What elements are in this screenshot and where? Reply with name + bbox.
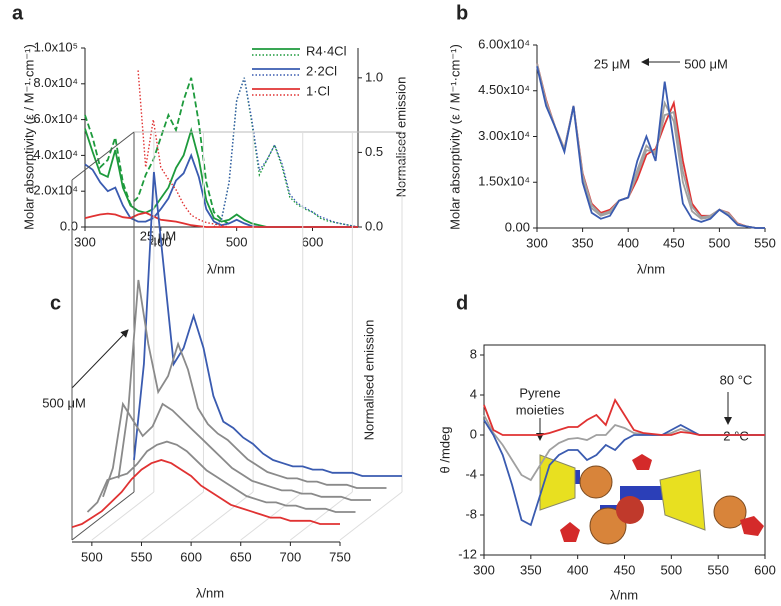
x-tick-label: 550 [707, 562, 729, 577]
y-tick-label: 4.0x10⁴ [33, 147, 78, 162]
x-tick-label: 400 [567, 562, 589, 577]
x-tick-label: 750 [329, 549, 351, 564]
annotation: 25 μM [594, 56, 630, 71]
panel-letter: b [456, 2, 468, 24]
molecule-illustration [539, 454, 764, 545]
grid-line [339, 491, 403, 541]
series-line [84, 77, 230, 225]
x-tick-label: 350 [520, 562, 542, 577]
y-tick-label: 4.50x10⁴ [478, 82, 530, 97]
x-tick-label: 500 [660, 562, 682, 577]
x-tick-label: 300 [526, 235, 548, 250]
series-line [536, 63, 765, 229]
y2-tick-label: 0.0 [365, 218, 383, 233]
grid-line [290, 491, 353, 541]
series-line [84, 211, 358, 228]
y-tick-label: 1.50x10⁴ [478, 174, 530, 189]
series-line [71, 459, 340, 529]
x-tick-label: 350 [572, 235, 594, 250]
x-tick-label: 600 [180, 549, 202, 564]
annotation: Pyrene [519, 385, 560, 400]
frame-edge [71, 131, 135, 181]
x-tick-label: 500 [81, 549, 103, 564]
y-tick-label: -8 [465, 506, 477, 521]
series-line [102, 401, 371, 501]
grid-line [91, 491, 155, 541]
y-tick-label: 6.00x10⁴ [478, 36, 530, 51]
x-axis-label: λ/nm [610, 587, 638, 602]
x-tick-label: 400 [617, 235, 639, 250]
series-line [213, 77, 359, 228]
legend-label: R4·4Cl [306, 43, 347, 58]
series-line [483, 414, 765, 482]
y-axis-label: θ /mdeg [437, 427, 452, 474]
x-axis-label: λ/nm [196, 585, 224, 600]
annotation: 500 μM [42, 395, 86, 410]
y-tick-label: -4 [465, 466, 477, 481]
x-tick-label: 550 [754, 235, 776, 250]
y-tick-label: 3.00x10⁴ [478, 128, 530, 143]
series-line [133, 171, 402, 477]
panel-letter: a [12, 2, 24, 24]
y-tick-label: 0 [470, 426, 477, 441]
x-tick-label: 600 [302, 234, 324, 249]
x-tick-label: 300 [74, 234, 96, 249]
x-tick-label: 550 [131, 549, 153, 564]
grid-line [190, 491, 254, 541]
y-tick-label: -12 [458, 546, 477, 561]
x-tick-label: 500 [709, 235, 731, 250]
y-tick-label: 6.0x10⁴ [33, 111, 78, 126]
y-tick-label: 2.0x10⁴ [33, 183, 78, 198]
y-axis-label: Normalised emission [361, 320, 376, 441]
panel-letter: c [50, 292, 61, 314]
series-line [536, 66, 765, 229]
x-tick-label: 600 [754, 562, 776, 577]
series-line [483, 397, 765, 436]
y-tick-label: 8.0x10⁴ [33, 75, 78, 90]
y-tick-label: 0.00 [505, 219, 530, 234]
x-tick-label: 700 [280, 549, 302, 564]
panel-letter: d [456, 292, 468, 314]
y-tick-label: 0.0 [60, 218, 78, 233]
annotation: moieties [516, 402, 565, 417]
series-line [213, 77, 359, 228]
grid-line [240, 491, 304, 541]
grid-line [141, 491, 204, 541]
annotation: 500 μM [684, 56, 728, 71]
series-line [86, 440, 356, 513]
y-tick-label: 4 [470, 386, 477, 401]
legend-label: 2·2Cl [306, 63, 337, 78]
series-line [536, 63, 765, 229]
y-tick-label: 8 [470, 346, 477, 361]
y2-axis-label: Normalised emission [393, 77, 408, 198]
series-line [84, 152, 358, 228]
x-tick-label: 450 [614, 562, 636, 577]
annotation: 2 °C [723, 428, 748, 443]
x-tick-label: 300 [473, 562, 495, 577]
x-tick-label: 500 [226, 234, 248, 249]
y-axis-label: Molar absorptivity (ε / M⁻¹·cm⁻¹) [21, 44, 36, 230]
frame-edge [71, 491, 135, 541]
annotation: 80 °C [720, 372, 753, 387]
y-axis-label: Molar absorptivity (ε / M⁻¹·cm⁻¹) [447, 44, 462, 230]
x-axis-label: λ/nm [207, 261, 235, 276]
y-tick-label: 1.0x10⁵ [34, 39, 78, 54]
x-tick-label: 650 [230, 549, 252, 564]
x-axis-label: λ/nm [637, 261, 665, 276]
arrow [71, 329, 129, 389]
annotation: 25 μM [140, 228, 176, 243]
legend-label: 1·Cl [306, 83, 330, 98]
y2-tick-label: 1.0 [365, 69, 383, 84]
x-tick-label: 450 [663, 235, 685, 250]
series-line [117, 279, 387, 489]
y2-tick-label: 0.5 [365, 144, 383, 159]
